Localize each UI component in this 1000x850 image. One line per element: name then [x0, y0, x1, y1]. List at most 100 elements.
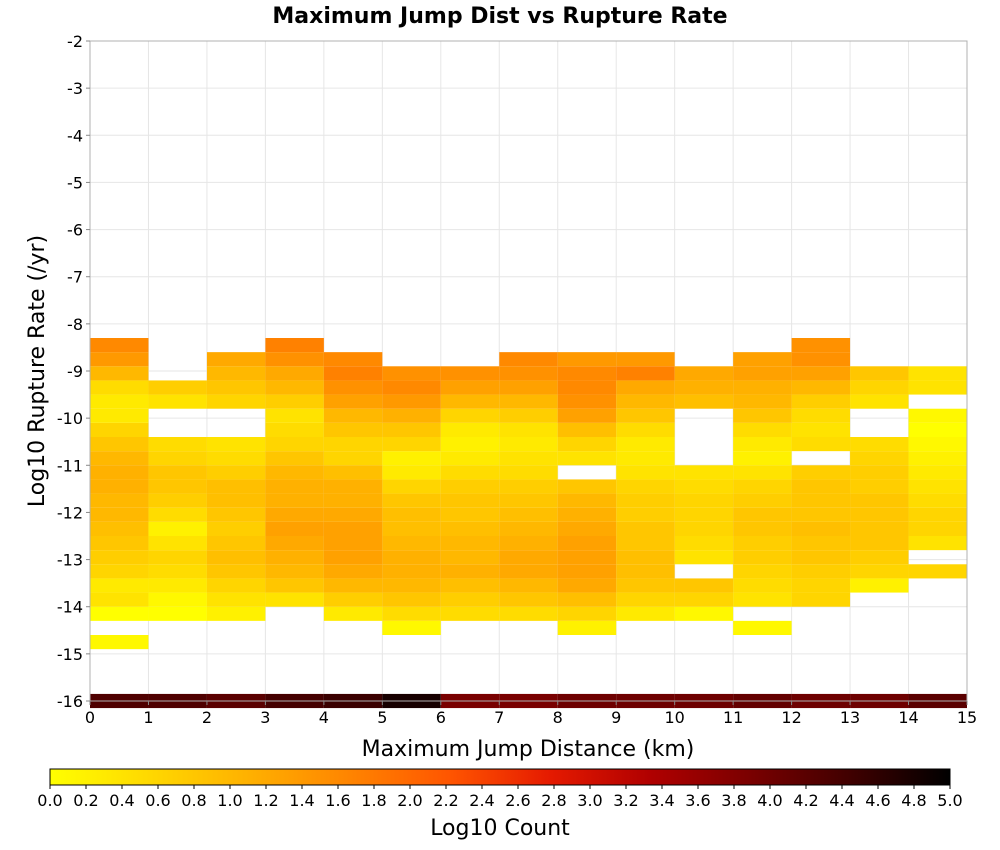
heatmap-cell [440, 564, 500, 579]
heatmap-cell [616, 352, 675, 367]
heatmap-cell [440, 493, 500, 508]
colorbar-tick-label: 3.6 [685, 791, 710, 810]
heatmap-cell [382, 408, 441, 423]
heatmap-cell [265, 550, 324, 565]
heatmap-cell [206, 465, 266, 480]
heatmap-cell [265, 422, 324, 437]
x-tick-label: 1 [143, 708, 153, 727]
heatmap-cell [908, 366, 967, 381]
heatmap-cell [733, 578, 792, 593]
heatmap-cell [382, 564, 441, 579]
heatmap-cell [265, 394, 324, 409]
heatmap-cell [557, 451, 617, 466]
x-tick-label: 15 [957, 708, 977, 727]
heatmap-cell [382, 578, 441, 593]
heatmap-cell [90, 635, 149, 650]
colorbar-tick-label: 2.4 [469, 791, 494, 810]
heatmap-cell [440, 408, 500, 423]
heatmap-cell [148, 578, 207, 593]
heatmap-cell [674, 380, 734, 395]
colorbar-tick-label: 0.2 [73, 791, 98, 810]
heatmap-cell [674, 366, 734, 381]
heatmap-cell [791, 479, 851, 494]
heatmap-cell [323, 578, 383, 593]
y-tick-label: -5 [67, 173, 83, 192]
y-tick-label: -14 [57, 598, 83, 617]
heatmap-cell [206, 578, 266, 593]
heatmap-cell [850, 507, 909, 522]
heatmap-cell [440, 422, 500, 437]
heatmap-cell [206, 366, 266, 381]
y-tick-label: -12 [57, 503, 83, 522]
heatmap-cell [616, 536, 675, 551]
heatmap-cell [616, 465, 675, 480]
heatmap-cell [440, 394, 500, 409]
heatmap-cell [148, 479, 207, 494]
heatmap-cell [791, 394, 851, 409]
colorbar-label: Log10 Count [430, 816, 570, 841]
heatmap-cell [908, 465, 967, 480]
heatmap-cell [90, 592, 149, 607]
heatmap-cell [733, 592, 792, 607]
heatmap-cell [148, 465, 207, 480]
heatmap-cell [908, 564, 967, 579]
heatmap-cell [850, 394, 909, 409]
heatmap-cell [616, 422, 675, 437]
heatmap-cell [733, 408, 792, 423]
y-tick-label: -2 [67, 32, 83, 51]
colorbar-tick-label: 0.8 [181, 791, 206, 810]
heatmap-cell [850, 536, 909, 551]
heatmap-cell [148, 550, 207, 565]
heatmap-cell [850, 521, 909, 536]
heatmap-cell [323, 606, 383, 621]
heatmap-cell [616, 437, 675, 452]
heatmap-cell [90, 352, 149, 367]
heatmap-cell [616, 550, 675, 565]
heatmap-cell [499, 550, 558, 565]
heatmap-cell [265, 507, 324, 522]
heatmap-cell [674, 507, 734, 522]
heatmap-cell [323, 437, 383, 452]
y-tick-label: -15 [57, 645, 83, 664]
x-tick-label: 10 [664, 708, 684, 727]
heatmap-cell [850, 380, 909, 395]
heatmap-cell [148, 564, 207, 579]
y-axis-ticks: -2 -3 -4 -5 -6 -7 -8 -9 -10 -11 -12 -13 -14 -15 -16 [57, 32, 90, 711]
heatmap-cell [323, 394, 383, 409]
colorbar-tick-label: 0.6 [145, 791, 170, 810]
heatmap-cell [733, 394, 792, 409]
heatmap-cell [382, 536, 441, 551]
heatmap-cell [206, 380, 266, 395]
heatmap-cell [90, 451, 149, 466]
colorbar-tick-label: 4.0 [757, 791, 782, 810]
colorbar [49, 768, 951, 786]
heatmap-cell [616, 394, 675, 409]
heatmap-cell [382, 422, 441, 437]
heatmap-cell [206, 564, 266, 579]
heatmap-cell [616, 366, 675, 381]
heatmap-cell [323, 380, 383, 395]
heatmap-cell [557, 620, 617, 635]
heatmap-cell [733, 521, 792, 536]
x-tick-label: 13 [840, 708, 860, 727]
heatmap-cell [90, 578, 149, 593]
colorbar-tick-label: 1.2 [253, 791, 278, 810]
heatmap-cell [148, 380, 207, 395]
heatmap-cell [499, 366, 558, 381]
heatmap-cell [499, 408, 558, 423]
colorbar-tick-label: 2.0 [397, 791, 422, 810]
heatmap-cell [616, 521, 675, 536]
heatmap-cell [908, 451, 967, 466]
heatmap-cell [850, 493, 909, 508]
heatmap-cell [323, 366, 383, 381]
colorbar-tick-label: 2.8 [541, 791, 566, 810]
heatmap-cell [499, 437, 558, 452]
heatmap-cell [674, 479, 734, 494]
heatmap-cell [791, 564, 851, 579]
heatmap-cell [382, 521, 441, 536]
heatmap-cell [440, 465, 500, 480]
heatmap-cell [557, 352, 617, 367]
heatmap-cell [90, 479, 149, 494]
heatmap-cell [499, 465, 558, 480]
